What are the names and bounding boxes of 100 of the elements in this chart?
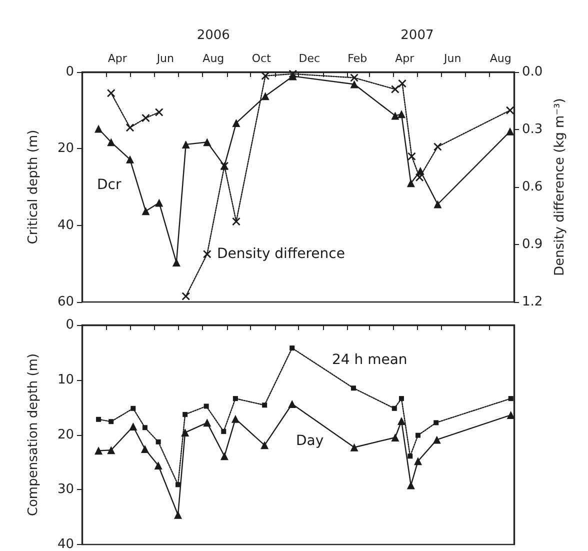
y2-tick-label: 0.0 xyxy=(522,64,543,80)
x-tick-label: Oct xyxy=(252,52,272,65)
point xyxy=(94,446,103,455)
point xyxy=(107,446,116,454)
point xyxy=(232,396,238,402)
point xyxy=(231,414,240,423)
point xyxy=(398,79,406,88)
point xyxy=(174,510,182,519)
point xyxy=(397,110,406,118)
point xyxy=(130,406,136,411)
point xyxy=(220,452,228,460)
y2-tick-label: 0.3 xyxy=(522,122,543,137)
point xyxy=(508,396,514,402)
point xyxy=(156,439,161,444)
x-tick-label: Feb xyxy=(348,52,368,65)
point xyxy=(106,88,116,98)
point xyxy=(126,123,134,132)
series-label: Day xyxy=(296,433,324,449)
x-tick-label: Jun xyxy=(443,52,462,65)
point xyxy=(182,140,190,148)
point xyxy=(416,432,420,438)
point xyxy=(126,155,134,164)
point xyxy=(96,416,102,422)
point xyxy=(408,152,416,161)
point xyxy=(391,433,400,442)
y-axis-title: Compensation depth (m) xyxy=(26,353,41,516)
point xyxy=(398,396,404,402)
x-tick-label: Aug xyxy=(202,52,224,65)
point xyxy=(204,404,209,409)
point xyxy=(350,80,358,88)
y-tick-label: 0 xyxy=(66,318,74,332)
point xyxy=(290,346,295,351)
point xyxy=(350,74,358,82)
point xyxy=(261,92,270,100)
point xyxy=(434,200,442,208)
point xyxy=(202,250,212,258)
x2-tick-label: 2006 xyxy=(196,28,230,43)
point xyxy=(392,406,397,411)
x-tick-label: Dec xyxy=(298,52,320,65)
y2-tick-label: 0.6 xyxy=(522,180,543,194)
x-tick-label: Aug xyxy=(490,52,512,65)
point xyxy=(260,441,269,450)
point xyxy=(221,428,226,434)
point xyxy=(108,419,114,424)
y2-tick-label: 0.9 xyxy=(522,237,543,252)
point xyxy=(415,173,424,182)
point xyxy=(232,118,240,127)
point xyxy=(94,124,103,133)
point xyxy=(408,454,413,459)
point xyxy=(107,138,116,146)
point xyxy=(414,457,422,466)
y2-tick-label: 1.2 xyxy=(522,294,543,310)
point xyxy=(406,179,415,188)
point xyxy=(506,127,514,136)
point xyxy=(262,402,268,408)
point xyxy=(261,72,270,80)
point xyxy=(288,70,298,78)
point xyxy=(434,420,439,426)
point xyxy=(391,112,400,120)
point xyxy=(350,386,356,391)
y-tick-label: 20 xyxy=(57,427,74,442)
point xyxy=(433,142,442,151)
y-tick-label: 60 xyxy=(57,294,74,310)
point xyxy=(140,445,149,454)
x-tick-label: Apr xyxy=(395,52,415,65)
point xyxy=(142,114,150,122)
point xyxy=(154,461,162,470)
point xyxy=(406,481,415,490)
y-tick-label: 40 xyxy=(57,218,74,233)
x-tick-label: Apr xyxy=(108,52,128,65)
point xyxy=(155,198,164,207)
y-tick-label: 20 xyxy=(57,141,74,156)
point xyxy=(129,422,138,431)
y-tick-label: 40 xyxy=(57,537,74,551)
point xyxy=(203,418,212,427)
point xyxy=(142,207,150,216)
series-label: Dcr xyxy=(97,177,122,193)
y-axis-title: Critical depth (m) xyxy=(26,130,41,244)
series-label: 24 h mean xyxy=(332,352,408,368)
point xyxy=(176,482,180,488)
x2-tick-label: 2007 xyxy=(400,28,434,43)
y2-axis-title: Density difference (kg m⁻³) xyxy=(552,98,568,276)
y-tick-label: 0 xyxy=(66,64,74,80)
point xyxy=(181,428,190,437)
y-tick-label: 30 xyxy=(57,482,74,498)
y-tick-label: 10 xyxy=(57,372,74,388)
point xyxy=(506,410,515,419)
series-label: Density difference xyxy=(217,246,345,262)
point xyxy=(390,85,400,94)
point xyxy=(288,400,296,408)
point xyxy=(203,138,212,146)
point xyxy=(142,425,148,430)
point xyxy=(350,443,358,452)
point xyxy=(232,217,240,226)
point xyxy=(172,258,180,267)
point xyxy=(432,436,441,444)
point xyxy=(397,417,406,426)
point xyxy=(182,292,190,300)
x-tick-label: Jun xyxy=(156,52,174,65)
point xyxy=(154,108,164,116)
